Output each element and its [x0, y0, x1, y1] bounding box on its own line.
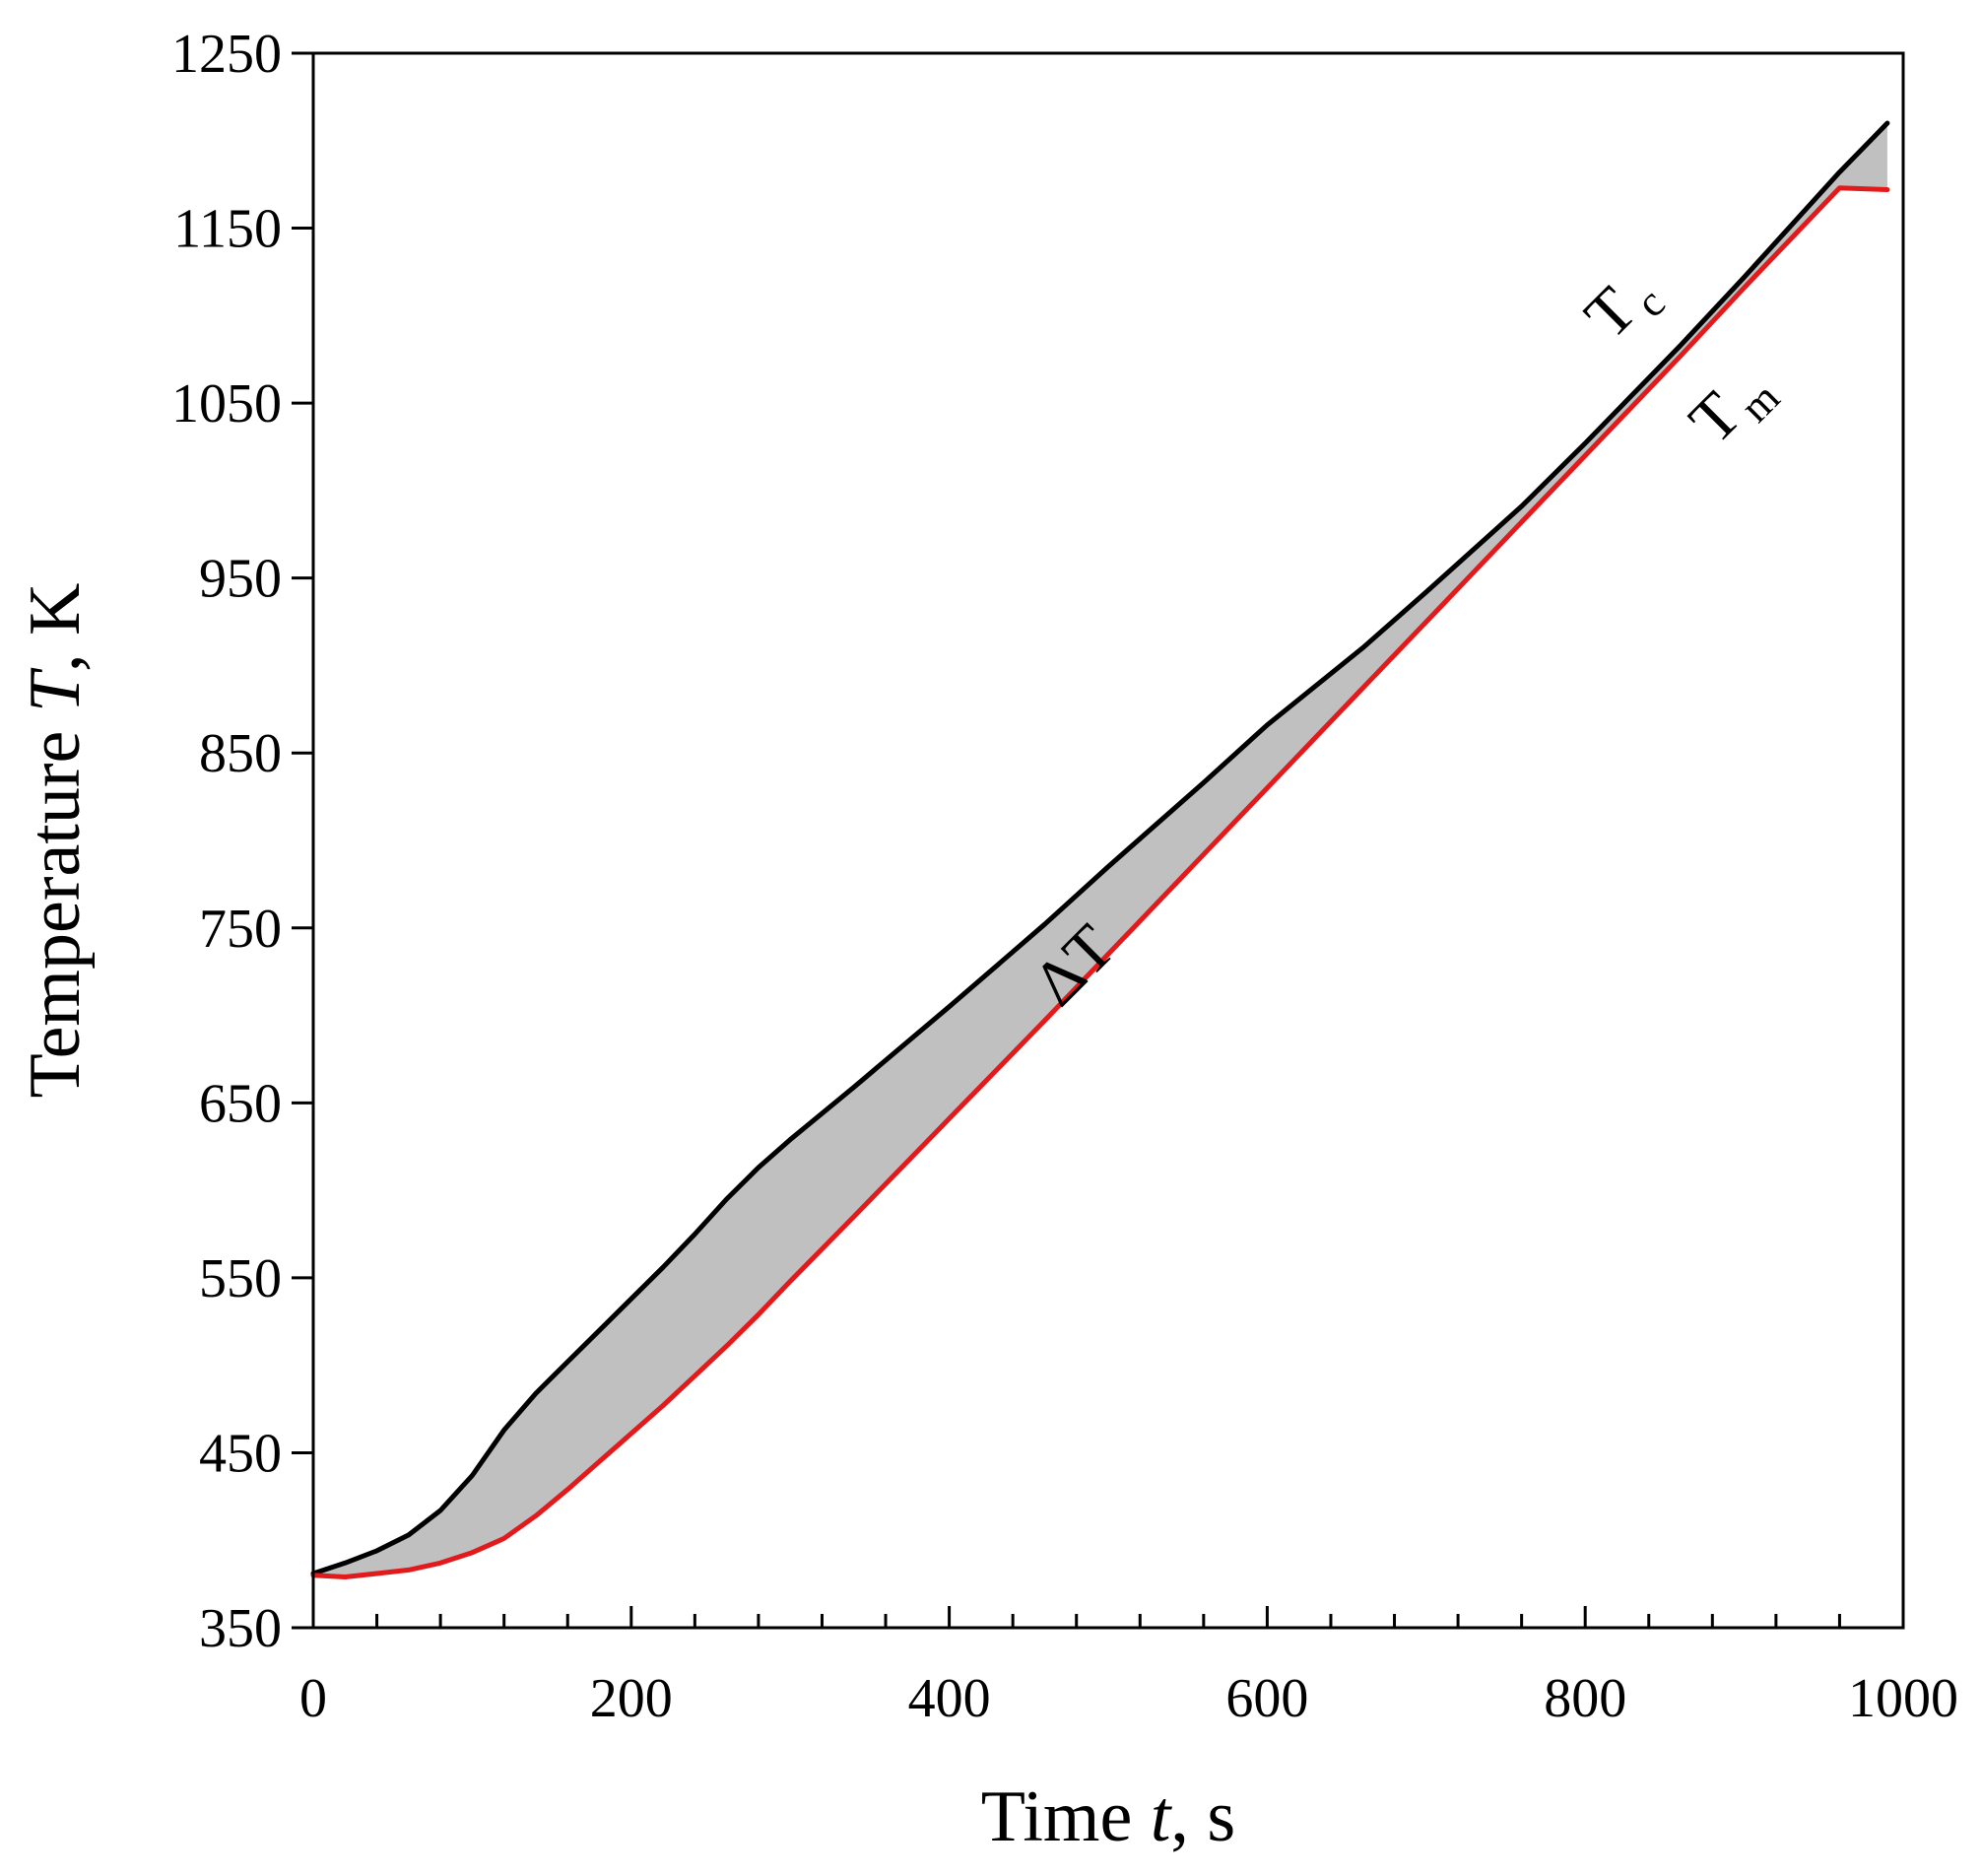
x-tick-label: 400	[908, 1668, 991, 1729]
y-tick-label: 1050	[171, 373, 282, 435]
y-axis-title-part: Temperature	[15, 712, 96, 1098]
y-tick-label: 450	[199, 1423, 282, 1484]
x-axis-title: Time t, s	[981, 1776, 1235, 1857]
y-tick-label: 350	[199, 1598, 282, 1659]
x-tick-label: 1000	[1848, 1668, 1958, 1729]
delta-t-fill-area	[313, 123, 1887, 1577]
x-axis-title-part: Time	[981, 1776, 1151, 1857]
series-lines-layer	[310, 120, 1890, 1579]
x-tick-label: 200	[590, 1668, 673, 1729]
y-axis-title-part: , K	[15, 583, 96, 672]
y-tick-label: 950	[199, 549, 282, 610]
y-tick-label: 1150	[173, 199, 282, 260]
x-axis-title-part: , s	[1170, 1776, 1235, 1857]
series-line-Tc	[310, 120, 1890, 1576]
y-tick-label: 1250	[171, 24, 282, 85]
axes-layer: 0 200 400 600 800 1000 350 450 550 650 750 850 950 10…	[15, 24, 1958, 1857]
plot-frame	[311, 51, 1905, 1630]
y-tick-label: 550	[199, 1248, 282, 1309]
y-tick-label: 750	[199, 899, 282, 960]
y-tick-label: 650	[199, 1073, 282, 1134]
y-axis-title-part: T	[15, 667, 96, 712]
delta-t-fill-layer	[313, 123, 1887, 1577]
label-t-c: Tc	[1571, 256, 1675, 360]
label-t-m: Tm	[1676, 351, 1789, 464]
x-axis-title-part: t	[1151, 1776, 1173, 1857]
y-axis-title: Temperature T, K	[15, 583, 96, 1099]
series-line-Tm	[310, 185, 1890, 1579]
x-tick-label: 0	[299, 1668, 327, 1729]
x-tick-label: 600	[1225, 1668, 1308, 1729]
y-tick-label: 850	[199, 723, 282, 784]
x-tick-label: 800	[1544, 1668, 1626, 1729]
